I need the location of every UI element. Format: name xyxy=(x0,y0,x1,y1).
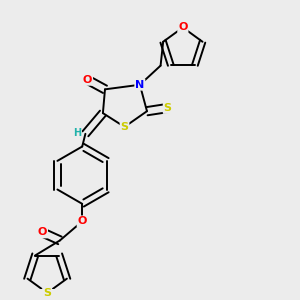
Text: S: S xyxy=(164,103,172,113)
Text: S: S xyxy=(43,288,51,298)
Text: S: S xyxy=(121,122,128,132)
Text: O: O xyxy=(38,227,47,238)
Text: O: O xyxy=(178,22,188,32)
Text: O: O xyxy=(77,216,87,226)
Text: H: H xyxy=(73,128,81,138)
Text: O: O xyxy=(83,75,92,85)
Text: N: N xyxy=(135,80,145,90)
